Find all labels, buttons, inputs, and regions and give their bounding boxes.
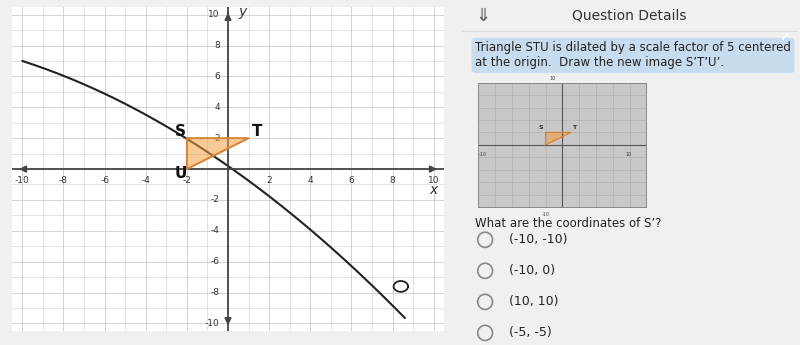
Text: -10: -10: [542, 212, 550, 217]
Text: 10: 10: [550, 76, 556, 81]
Text: 2: 2: [266, 176, 272, 185]
Text: 10: 10: [626, 152, 632, 157]
Text: (10, 10): (10, 10): [509, 295, 558, 308]
Text: 6: 6: [214, 72, 220, 81]
Text: -8: -8: [210, 288, 220, 297]
Text: ✓: ✓: [779, 31, 790, 45]
Text: -4: -4: [211, 226, 220, 235]
Text: 4: 4: [307, 176, 313, 185]
Text: S: S: [174, 124, 186, 139]
Text: Question Details: Question Details: [572, 9, 687, 22]
Text: x: x: [430, 183, 438, 197]
Text: -10: -10: [478, 152, 486, 157]
Text: T: T: [573, 125, 577, 130]
Text: 8: 8: [390, 176, 395, 185]
Text: 10: 10: [428, 176, 439, 185]
Text: T: T: [252, 124, 262, 139]
Text: -2: -2: [182, 176, 191, 185]
Polygon shape: [187, 138, 249, 169]
Text: S: S: [539, 125, 543, 130]
Text: Triangle STU is dilated by a scale factor of 5 centered
at the origin.  Draw the: Triangle STU is dilated by a scale facto…: [475, 41, 791, 69]
Text: -10: -10: [205, 319, 220, 328]
Text: 8: 8: [214, 41, 220, 50]
Text: -6: -6: [210, 257, 220, 266]
Text: 2: 2: [214, 134, 220, 143]
Text: (-10, 0): (-10, 0): [509, 264, 554, 277]
Text: (-5, -5): (-5, -5): [509, 326, 551, 339]
Text: -8: -8: [59, 176, 68, 185]
Text: What are the coordinates of S’?: What are the coordinates of S’?: [475, 217, 662, 230]
Text: ⇓: ⇓: [475, 7, 490, 24]
Text: -4: -4: [142, 176, 150, 185]
Text: 10: 10: [208, 10, 220, 19]
Text: 4: 4: [214, 103, 220, 112]
Text: -10: -10: [15, 176, 30, 185]
Polygon shape: [546, 132, 570, 145]
Text: -2: -2: [211, 195, 220, 205]
Text: (-10, -10): (-10, -10): [509, 233, 567, 246]
Text: y: y: [238, 4, 246, 19]
Text: -6: -6: [100, 176, 109, 185]
Text: U: U: [174, 166, 187, 180]
Text: 6: 6: [349, 176, 354, 185]
